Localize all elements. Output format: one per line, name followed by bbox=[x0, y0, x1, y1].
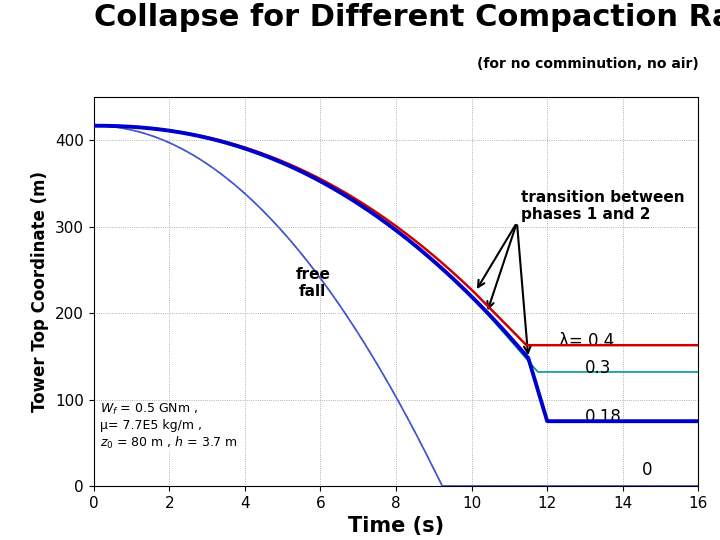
Text: (for no comminution, no air): (for no comminution, no air) bbox=[477, 57, 698, 71]
Text: 0: 0 bbox=[642, 462, 652, 480]
Text: λ= 0.4: λ= 0.4 bbox=[559, 332, 613, 350]
Text: free
fall: free fall bbox=[295, 267, 330, 299]
Text: Collapse for Different Compaction Ratios: Collapse for Different Compaction Ratios bbox=[94, 3, 720, 32]
Y-axis label: Tower Top Coordinate (m): Tower Top Coordinate (m) bbox=[32, 171, 50, 412]
Text: transition between
phases 1 and 2: transition between phases 1 and 2 bbox=[521, 190, 685, 222]
Text: 0.18: 0.18 bbox=[585, 408, 622, 426]
Text: $W_f$ = 0.5 GNm ,
μ= 7.7E5 kg/m ,
$z_0$ = 80 m , $h$ = 3.7 m: $W_f$ = 0.5 GNm , μ= 7.7E5 kg/m , $z_0$ … bbox=[100, 402, 238, 451]
Text: 0.3: 0.3 bbox=[585, 360, 611, 377]
X-axis label: Time (s): Time (s) bbox=[348, 516, 444, 536]
